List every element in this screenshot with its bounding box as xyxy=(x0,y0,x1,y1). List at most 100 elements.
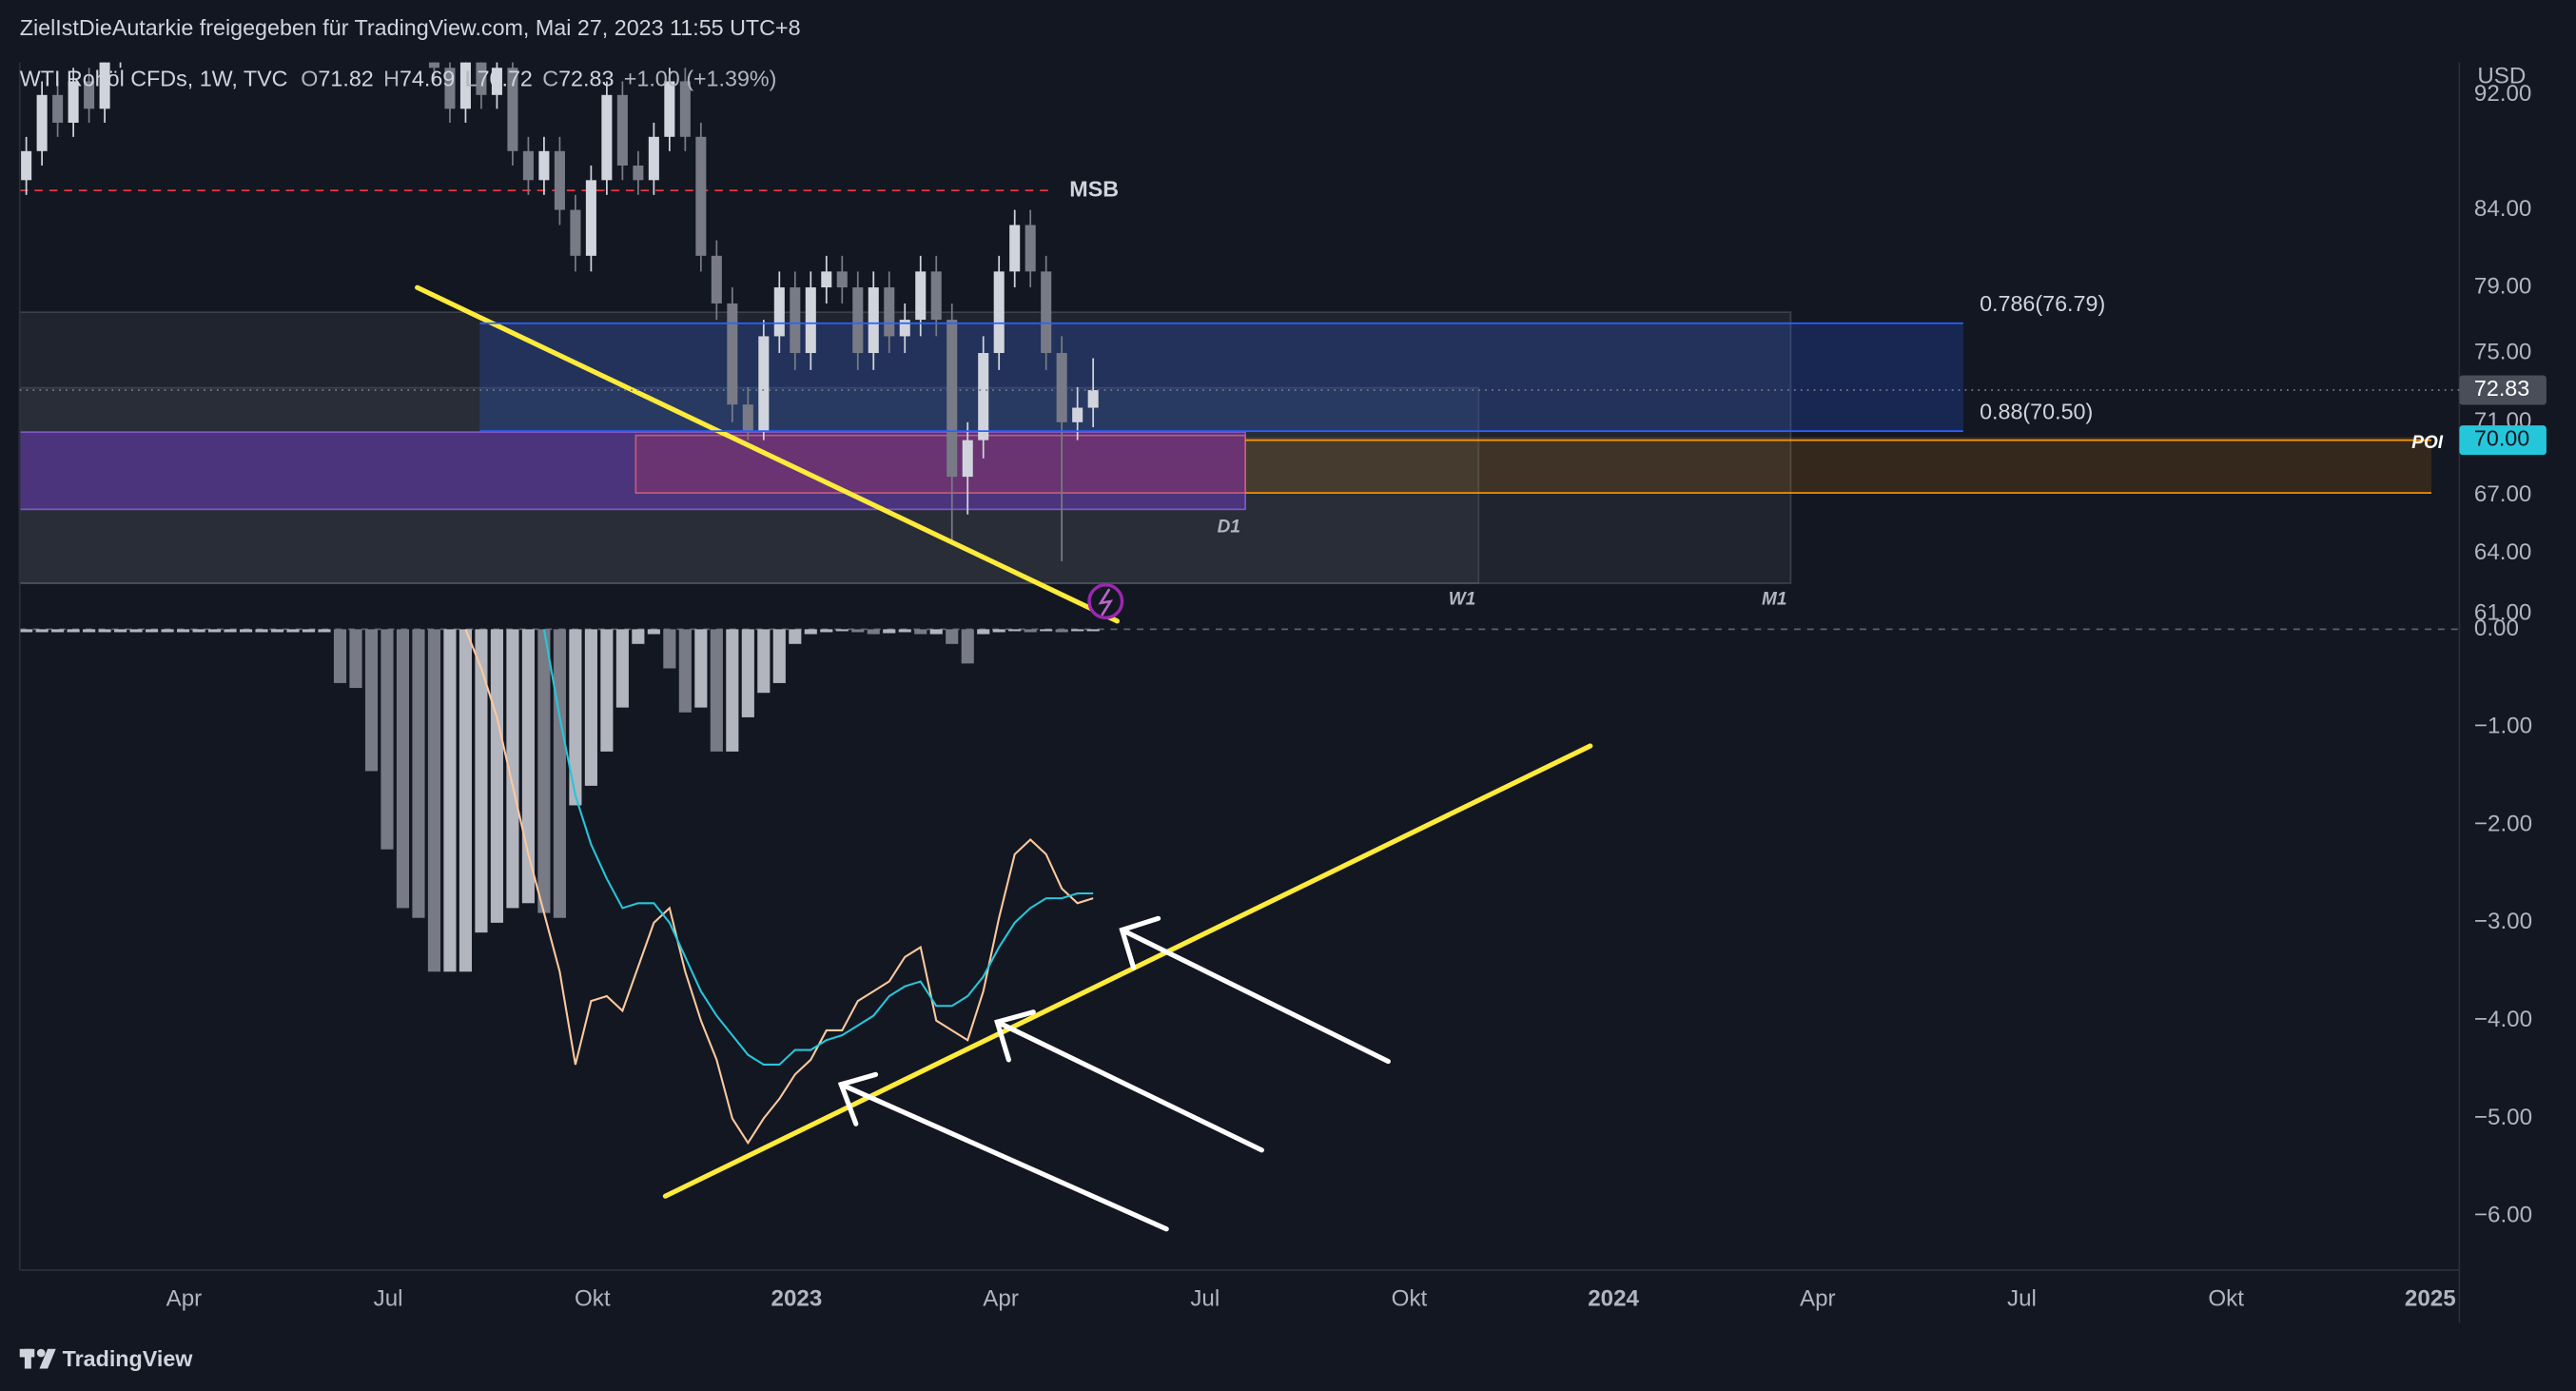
histogram-bar xyxy=(129,629,143,633)
candle-body xyxy=(962,440,973,478)
histogram-bar xyxy=(804,629,817,635)
histogram-bar xyxy=(114,629,127,633)
histogram-bar xyxy=(412,629,425,918)
arrow-head xyxy=(994,1009,1036,1063)
x-tick-label: Jul xyxy=(1190,1285,1220,1311)
histogram-bar xyxy=(364,629,379,772)
y-tick-label: 67.00 xyxy=(2474,481,2531,507)
candle-body xyxy=(36,94,48,151)
last-price: 72.83 xyxy=(2474,376,2529,401)
legend: WTI Rohöl CFDs, 1W, TVC O71.82 H74.69 L70.7… xyxy=(20,67,777,91)
histogram-bar xyxy=(349,629,362,689)
logo-part xyxy=(24,1348,31,1369)
x-tick-label: Okt xyxy=(1392,1285,1428,1311)
histogram-bar xyxy=(537,629,551,913)
logo-part xyxy=(39,1348,56,1369)
candle-body xyxy=(899,320,910,337)
histogram-bar xyxy=(1024,629,1037,633)
histogram-bar xyxy=(286,629,300,633)
candle-body xyxy=(84,81,95,109)
candle-body xyxy=(1087,389,1099,408)
histogram-bar xyxy=(177,629,190,633)
y-tick-label: 0.00 xyxy=(2474,616,2519,641)
histogram-bar xyxy=(396,629,410,909)
last-price-badge xyxy=(2459,375,2547,405)
legend-close: 72.83 xyxy=(558,67,614,91)
x-tick-label: Okt xyxy=(575,1285,611,1311)
candle-body xyxy=(491,68,502,95)
indicator-pane xyxy=(19,628,2460,1146)
legend-prefix: O xyxy=(301,67,318,91)
candle-body xyxy=(68,81,79,123)
candle-body xyxy=(633,165,644,181)
histogram-bar xyxy=(977,629,990,635)
poi-label: POI xyxy=(2411,433,2443,453)
histogram-bar xyxy=(851,629,865,633)
histogram-bar xyxy=(146,629,159,633)
logo xyxy=(19,1348,56,1369)
candle-body xyxy=(773,287,785,337)
histogram-bar xyxy=(1008,629,1022,632)
histogram-bar xyxy=(553,629,566,918)
candle-body xyxy=(616,94,628,166)
candle-body xyxy=(507,68,518,151)
candle-body xyxy=(884,287,895,337)
histogram-bar xyxy=(898,629,911,633)
histogram-bar xyxy=(270,629,284,633)
candle-body xyxy=(522,150,534,181)
msb-label: MSB xyxy=(1069,176,1119,201)
zone-poi xyxy=(1245,437,2432,494)
histogram-bar xyxy=(318,629,331,633)
legend-prefix: H xyxy=(383,67,400,91)
candle-body xyxy=(711,255,722,304)
histogram-bar xyxy=(632,629,645,644)
candle-body xyxy=(821,271,832,288)
drawings xyxy=(415,284,1593,1232)
y-tick-label: −1.00 xyxy=(2474,714,2532,739)
legend-symbol: WTI Rohöl CFDs, 1W, TVC xyxy=(20,67,288,91)
histogram-bar xyxy=(192,629,205,633)
histogram-bar xyxy=(475,629,488,933)
histogram-bar xyxy=(961,629,974,664)
x-tick-label: 2024 xyxy=(1588,1285,1639,1311)
indicator-line xyxy=(542,629,1094,1066)
candle-body xyxy=(930,271,942,321)
candle-body xyxy=(538,150,550,181)
histogram-bar xyxy=(98,629,111,633)
histogram-bar xyxy=(789,629,802,644)
candle-body xyxy=(742,404,753,432)
histogram-bar xyxy=(600,629,614,752)
candle-body xyxy=(946,320,958,478)
candle-body xyxy=(99,62,110,109)
candle-body xyxy=(648,136,659,181)
trend-line xyxy=(415,284,1120,624)
x-tick-label: Jul xyxy=(2007,1285,2037,1311)
legend-change: +1.00 (+1.39%) xyxy=(624,67,777,91)
candle-body xyxy=(1009,225,1021,272)
y-tick-label: −3.00 xyxy=(2474,909,2532,934)
histogram-bar xyxy=(83,629,96,633)
histogram-bar xyxy=(302,629,316,633)
candle-body xyxy=(868,287,879,354)
candle-body xyxy=(1056,353,1067,422)
legend-low: 70.72 xyxy=(478,67,533,91)
candle-body xyxy=(993,271,1005,354)
histogram-bar xyxy=(427,629,441,972)
histogram-bar xyxy=(835,629,849,632)
histogram-bar xyxy=(35,629,49,633)
histogram-bar xyxy=(333,629,347,683)
candle-body xyxy=(570,209,581,256)
candle-body xyxy=(679,81,691,137)
candle-body xyxy=(664,81,675,137)
histogram-bar xyxy=(867,629,880,635)
histogram-bar xyxy=(929,629,943,635)
histogram-bar xyxy=(883,629,896,634)
candle-body xyxy=(836,271,848,288)
fib-zone xyxy=(479,323,1963,433)
candle-body xyxy=(585,180,596,256)
histogram-bar xyxy=(239,629,253,633)
x-tick-label: Apr xyxy=(1800,1285,1836,1311)
candle-body xyxy=(21,150,32,181)
y-tick-label: −2.00 xyxy=(2474,811,2532,836)
histogram-bar xyxy=(1055,629,1068,633)
